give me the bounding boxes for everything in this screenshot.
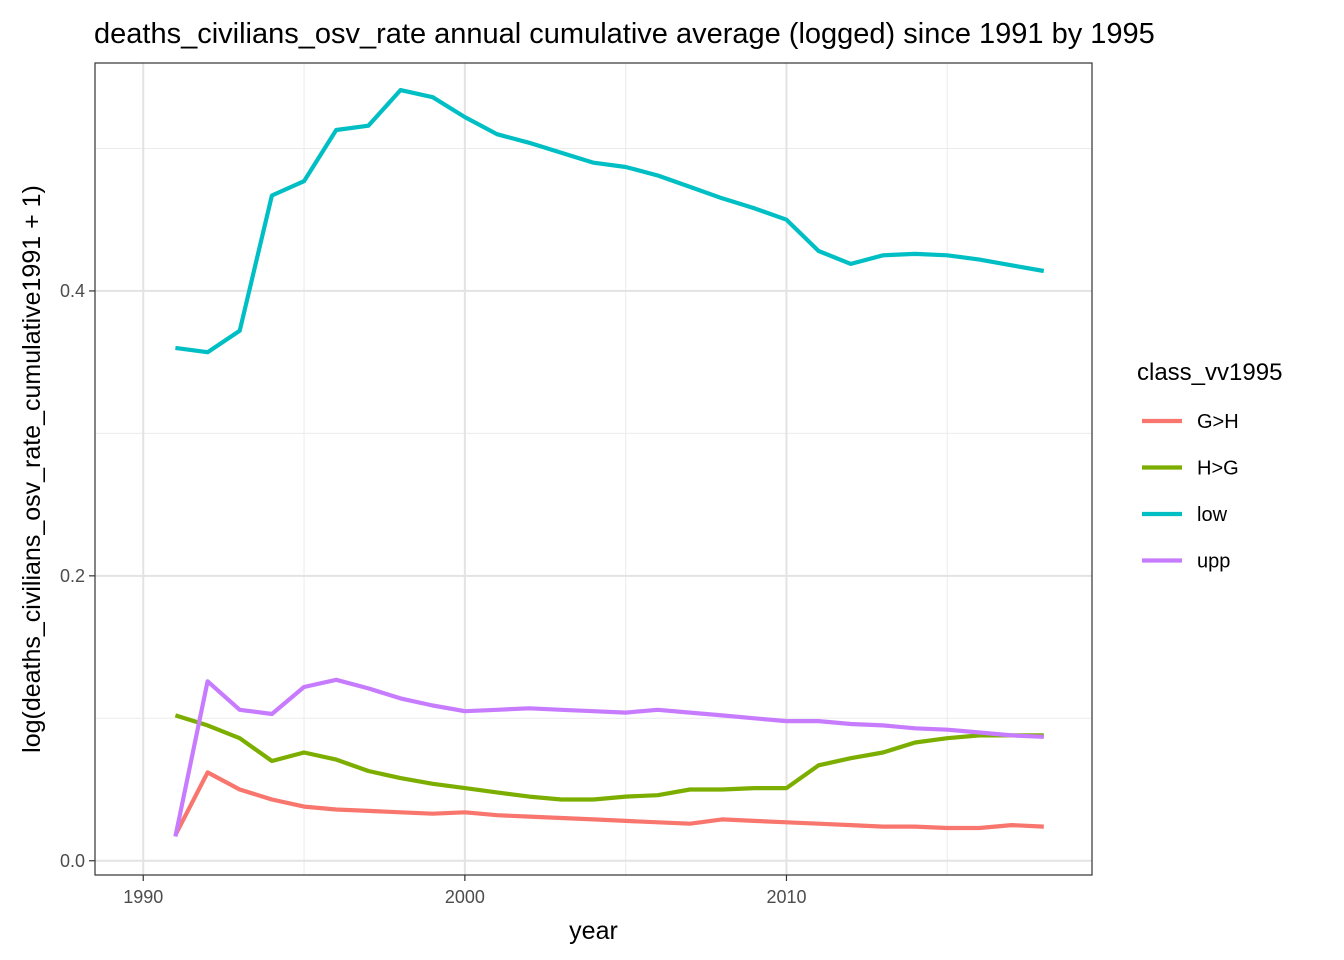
x-axis-title: year bbox=[569, 917, 618, 945]
y-tick-label: 0.0 bbox=[60, 851, 85, 871]
legend-label: low bbox=[1197, 504, 1228, 526]
x-axis: 1990 2000 2010 bbox=[123, 875, 806, 907]
grid-minor bbox=[95, 63, 1092, 875]
legend-items: G>H H>G low upp bbox=[1142, 411, 1239, 573]
plot-background bbox=[95, 63, 1092, 875]
grid-major bbox=[95, 63, 1092, 875]
plot-panel bbox=[94, 62, 1093, 876]
plot-border bbox=[94, 62, 1093, 876]
legend-title: class_vv1995 bbox=[1137, 359, 1282, 386]
legend-label: G>H bbox=[1197, 411, 1239, 433]
legend-label: H>G bbox=[1197, 458, 1239, 480]
y-tick-label: 0.4 bbox=[60, 281, 85, 301]
series-lines bbox=[173, 87, 1045, 837]
x-tick-label: 2010 bbox=[766, 887, 806, 907]
legend-label: upp bbox=[1197, 551, 1230, 573]
series-line-h-g bbox=[174, 713, 1044, 802]
series-line-low bbox=[175, 87, 1045, 355]
x-tick-label: 2000 bbox=[445, 887, 485, 907]
legend: class_vv1995 G>H H>G low upp bbox=[1137, 359, 1282, 573]
y-axis-title: log(deaths_civilians_osv_rate_cumulative… bbox=[18, 185, 46, 753]
x-tick-label: 1990 bbox=[123, 887, 163, 907]
series-line-g-h bbox=[173, 770, 1044, 837]
series-line-upp bbox=[173, 677, 1044, 837]
y-axis: 0.0 0.2 0.4 bbox=[60, 281, 95, 871]
chart-title: deaths_civilians_osv_rate annual cumulat… bbox=[94, 18, 1155, 50]
y-tick-label: 0.2 bbox=[60, 566, 85, 586]
